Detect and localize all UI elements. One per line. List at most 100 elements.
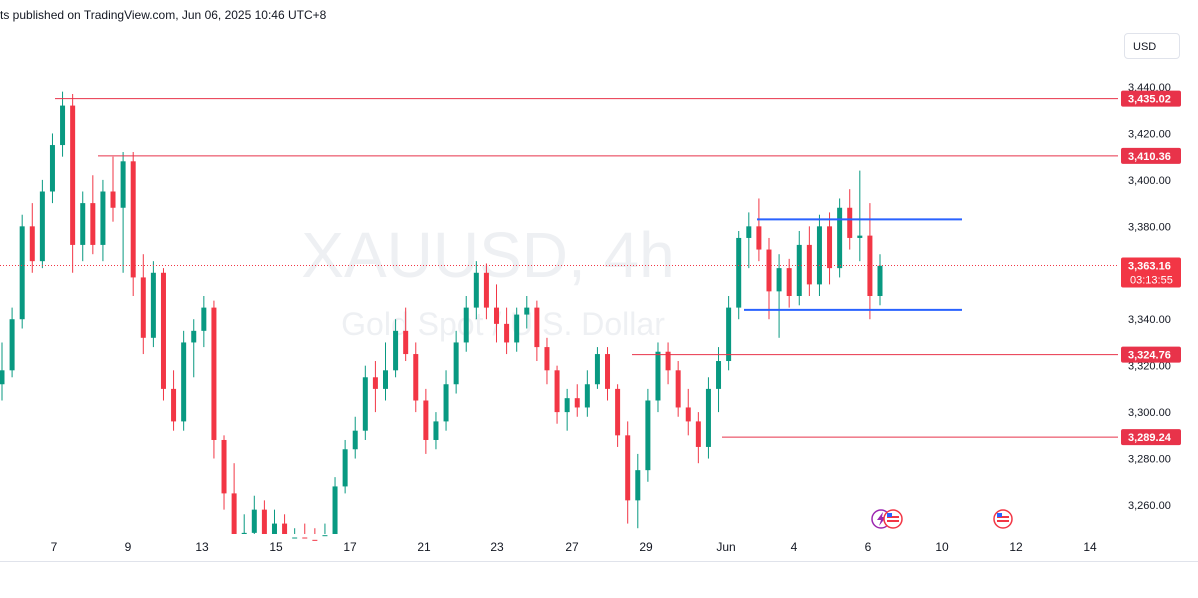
candle-body-down: [29, 226, 35, 262]
candle-body-up: [877, 265, 883, 296]
y-tick-label: 3,280.00: [1128, 454, 1171, 466]
candle-body-up: [726, 307, 732, 362]
x-tick-label: 29: [639, 540, 653, 554]
candle-body-down: [867, 235, 873, 296]
candle-body-up: [655, 351, 661, 401]
candle-body-up: [514, 314, 520, 343]
candle-body-down: [413, 354, 419, 401]
candle-body-down: [140, 277, 146, 338]
candle-body-down: [494, 307, 500, 324]
candle-body-up: [776, 268, 782, 292]
candle-body-down: [221, 439, 227, 494]
candle-body-up: [271, 523, 277, 534]
currency-button[interactable]: USD: [1124, 33, 1180, 59]
x-tick-label: 7: [51, 540, 58, 554]
candle-body-up: [433, 421, 439, 440]
candle-body-up: [181, 342, 187, 422]
candle-body-up: [49, 145, 55, 192]
candle-body-down: [574, 398, 580, 408]
candle-body-up: [453, 342, 459, 385]
level-badge: [1121, 346, 1181, 363]
candle-body-up: [746, 226, 752, 238]
y-tick-label: 3,300.00: [1128, 407, 1171, 419]
candle-body-up: [564, 398, 570, 413]
candle-body-down: [372, 377, 378, 389]
x-tick-label: 4: [791, 540, 798, 554]
y-tick-label: 3,320.00: [1128, 361, 1171, 373]
candle-body-up: [80, 203, 86, 245]
candle-body-up: [382, 370, 388, 389]
last-price-badge: [1121, 257, 1181, 288]
level-badge-text: 3,410.36: [1128, 151, 1171, 163]
candle-body-up: [322, 535, 328, 537]
candle-body-down: [130, 161, 136, 278]
candle-body-up: [39, 191, 45, 262]
candle-body-up: [19, 226, 25, 320]
candle-body-up: [837, 207, 843, 269]
candle-body-up: [342, 449, 348, 487]
y-tick-label: 3,380.00: [1128, 221, 1171, 233]
candle-body-up: [0, 370, 5, 385]
candle-body-up: [473, 272, 479, 308]
candle-body-down: [302, 537, 308, 539]
candle-body-up: [816, 226, 822, 285]
x-tick-label: 23: [490, 540, 504, 554]
candle-body-down: [827, 226, 833, 269]
candle-body-down: [504, 323, 510, 343]
candle-body-down: [806, 244, 812, 285]
level-badge: [1121, 90, 1181, 107]
candle-body-down: [665, 351, 671, 371]
x-tick-label: 15: [269, 540, 283, 554]
candle-body-down: [756, 226, 762, 250]
y-tick-label: 3,340.00: [1128, 314, 1171, 326]
x-tick-label: 10: [935, 540, 949, 554]
x-tick-label: 21: [417, 540, 431, 554]
candle-body-up: [352, 430, 358, 450]
candle-body-down: [90, 203, 96, 245]
us-flag-event-icon-stripe: [887, 516, 899, 518]
publish-info: ts published on TradingView.com, Jun 06,…: [0, 0, 1198, 26]
x-tick-label: 12: [1009, 540, 1023, 554]
publish-info-text: ts published on TradingView.com, Jun 06,…: [0, 8, 327, 22]
candle-body-down: [423, 400, 429, 440]
x-tick-label: 27: [565, 540, 579, 554]
us-flag-event-icon-2-stripe: [997, 520, 1009, 522]
candle-body-down: [625, 435, 631, 501]
candle-body-down: [403, 330, 409, 355]
candle-body-down: [211, 307, 217, 440]
candle-body-up: [584, 384, 590, 408]
us-flag-event-icon-stripe: [887, 520, 899, 522]
last-price-value: 3,363.16: [1128, 260, 1171, 272]
candle-body-up: [736, 237, 742, 308]
candle-body-up: [705, 388, 711, 447]
y-tick-label: 3,260.00: [1128, 500, 1171, 512]
us-flag-event-icon-2-stripe: [997, 516, 1009, 518]
candle-body-up: [332, 486, 338, 534]
last-price-countdown: 03:13:55: [1130, 274, 1173, 286]
candle-body-up: [100, 191, 106, 245]
candle-body-down: [766, 249, 772, 292]
us-flag-event-icon-canton: [887, 513, 892, 517]
candle-body-up: [150, 272, 156, 338]
candle-body-down: [544, 347, 550, 371]
level-badge: [1121, 147, 1181, 164]
candle-body-up: [60, 105, 66, 146]
level-badge-text: 3,289.24: [1128, 432, 1172, 444]
candle-body-up: [635, 470, 641, 501]
candle-body-up: [191, 330, 197, 343]
y-tick-label: 3,420.00: [1128, 128, 1171, 140]
candle-body-down: [534, 307, 540, 348]
candle-body-down: [554, 370, 560, 413]
candle-body-up: [857, 235, 863, 238]
level-badge: [1121, 429, 1181, 446]
chart-frame[interactable]: XAUUSD, 4h Gold Spot / U.S. Dollar 3,260.0…: [0, 27, 1198, 561]
candle-body-up: [120, 161, 126, 208]
candle-body-up: [463, 307, 469, 343]
us-flag-event-icon: [883, 509, 903, 529]
candle-body-up: [524, 307, 530, 315]
candle-body-up: [796, 244, 802, 296]
candle-body-down: [312, 539, 318, 541]
candle-body-down: [171, 388, 177, 422]
candle-body-down: [605, 354, 611, 389]
